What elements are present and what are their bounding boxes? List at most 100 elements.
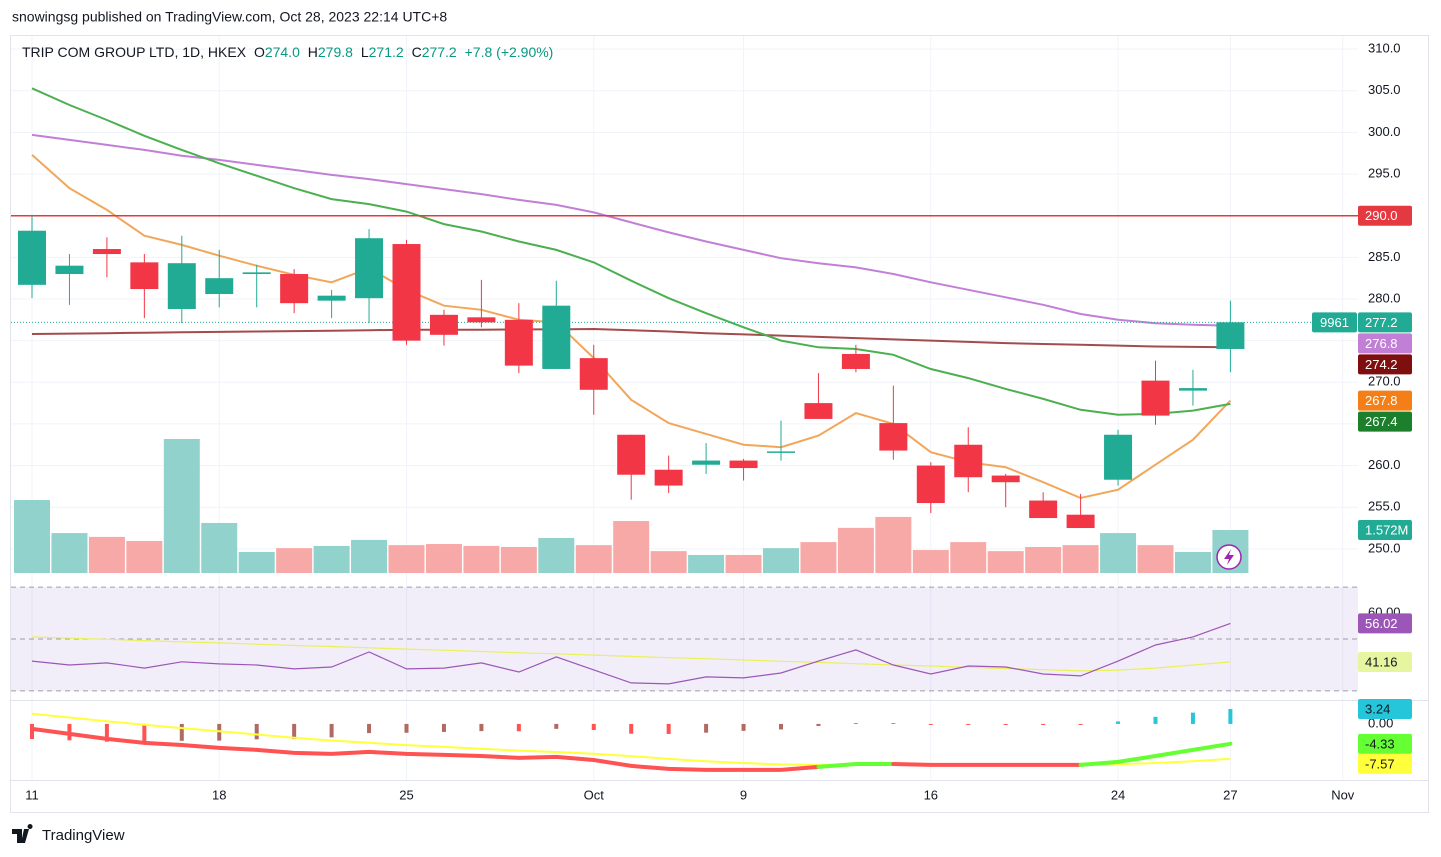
price-tag: 9961 <box>1320 315 1349 330</box>
price-tag-box <box>1312 312 1357 333</box>
hline-label-box <box>1358 205 1412 226</box>
macd-histogram <box>30 723 34 740</box>
moving-average <box>31 87 1231 416</box>
macd-histogram <box>516 723 521 732</box>
macd-histogram <box>891 723 896 725</box>
volume-bar <box>238 551 275 573</box>
macd-histogram <box>292 723 297 740</box>
volume-label: 1.572M <box>1365 522 1408 537</box>
macd-line <box>891 762 1083 767</box>
x-tick-label: 24 <box>1111 787 1125 802</box>
candle-body <box>92 249 121 255</box>
candle-body <box>1029 500 1058 519</box>
candle-body <box>729 460 758 469</box>
macd-line <box>1078 741 1233 767</box>
volume-bar <box>950 542 987 573</box>
candle-body <box>1216 322 1245 349</box>
macd-histogram <box>779 723 783 730</box>
x-tick-label: 11 <box>25 787 39 802</box>
volume-bar <box>126 541 163 573</box>
y-tick-label: 260.0 <box>1368 457 1401 472</box>
moving-average <box>31 154 1232 500</box>
candle-body <box>579 358 608 390</box>
macd-histogram <box>142 723 147 743</box>
ohlc-key: L <box>361 44 369 60</box>
y-tick-label: 285.0 <box>1368 249 1401 264</box>
candle-body <box>55 265 84 275</box>
macd-histogram <box>254 723 259 740</box>
signal-label: -7.57 <box>1365 756 1395 771</box>
volume-bar <box>763 548 799 573</box>
volume-bar <box>313 545 350 573</box>
ma-label: 276.8 <box>1365 336 1398 351</box>
candle-body <box>916 465 945 504</box>
volume-bar <box>837 527 874 573</box>
brand-logo <box>12 824 33 843</box>
moving-average <box>31 327 1231 349</box>
candle-body <box>1178 388 1207 391</box>
volume-bar <box>463 545 500 573</box>
ohlc-value: 279.8 <box>318 44 353 60</box>
candle-body <box>1141 380 1170 416</box>
candle-body <box>280 274 309 304</box>
volume-bar <box>725 554 762 573</box>
macd-histogram <box>329 723 334 738</box>
rsi-ma-label-box <box>1358 651 1412 672</box>
x-tick-label: 25 <box>399 787 413 802</box>
macd-hist-label: 3.24 <box>1365 701 1390 716</box>
candle-body <box>392 244 421 341</box>
macd-histogram <box>179 723 184 741</box>
ma-label-box <box>1358 333 1412 354</box>
volume-bar <box>51 533 88 573</box>
volume-bar <box>800 542 837 573</box>
macd-histogram <box>629 723 634 734</box>
candle-body <box>617 434 646 475</box>
ma-label: 267.4 <box>1365 414 1398 429</box>
volume-bar <box>14 499 50 573</box>
x-tick-label: 27 <box>1223 787 1237 802</box>
macd-histogram <box>554 723 559 729</box>
candle-body <box>654 469 683 486</box>
ohlc-key: O <box>254 44 265 60</box>
volume-bar <box>538 537 575 573</box>
symbol: TRIP COM GROUP LTD, 1D, HKEX <box>22 44 247 60</box>
ohlc-value: 277.2 <box>422 44 457 60</box>
hline-label: 290.0 <box>1365 208 1398 223</box>
moving-average <box>31 133 1231 327</box>
macd-histogram <box>404 723 409 733</box>
volume-bar <box>163 439 200 573</box>
candle-body <box>205 278 234 295</box>
macd-histogram <box>591 723 596 731</box>
rsi-label-box <box>1358 613 1412 634</box>
rsi-ma <box>31 636 1231 672</box>
macd-histogram <box>1153 716 1158 724</box>
y-tick-label: 300.0 <box>1368 124 1401 139</box>
macd-histogram <box>1190 712 1195 724</box>
volume-bar <box>613 521 650 573</box>
volume-bar <box>1062 545 1099 573</box>
chart-frame <box>10 35 1429 813</box>
legend: TRIP COM GROUP LTD, 1D, HKEX O274.0 H279… <box>22 44 553 60</box>
volume-bar <box>1174 551 1211 573</box>
macd-histogram <box>1078 723 1083 725</box>
ohlc-key: H <box>308 44 318 60</box>
macd-histogram <box>104 723 109 742</box>
rsi-label: 56.02 <box>1365 616 1398 631</box>
volume-bar <box>688 554 725 573</box>
candle-body <box>242 272 271 275</box>
volume-label-box <box>1358 520 1412 541</box>
published-line: snowingsg published on TradingView.com, … <box>12 9 447 25</box>
macd-label-box <box>1358 733 1412 754</box>
macd-label: -4.33 <box>1365 736 1395 751</box>
ma-label-box <box>1358 354 1412 375</box>
candle-body <box>317 295 346 301</box>
volume-bar <box>500 547 537 573</box>
y-tick-label: 250.0 <box>1368 540 1401 555</box>
macd-histogram <box>367 723 372 734</box>
x-tick-label: 16 <box>924 787 938 802</box>
volume-bar <box>276 548 313 573</box>
volume-bar <box>1025 547 1062 573</box>
candle-body <box>879 423 908 451</box>
y-tick-label: 255.0 <box>1368 499 1401 514</box>
macd-hist-label-box <box>1358 699 1412 720</box>
